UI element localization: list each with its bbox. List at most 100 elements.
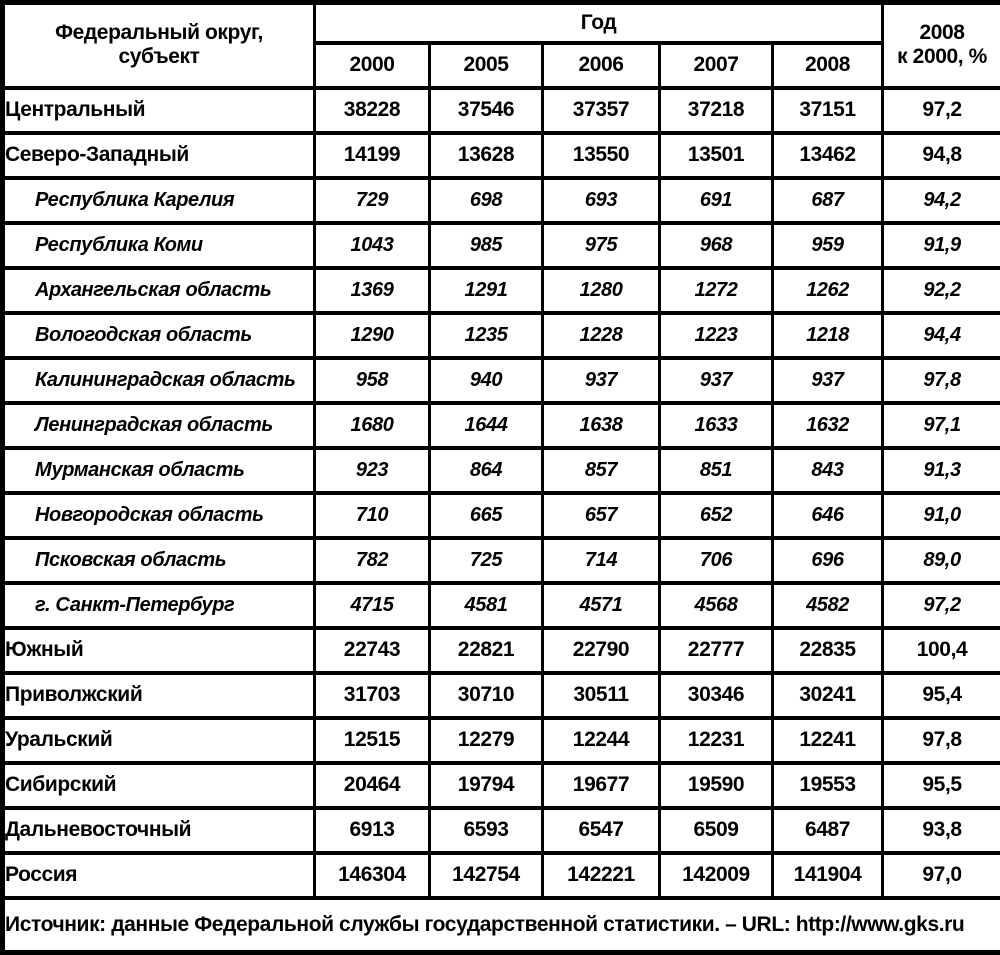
ratio-cell: 97,1 [883, 403, 1000, 448]
table-row: Архангельская область 1369 1291 1280 127… [3, 268, 1000, 313]
value-cell: 14199 [315, 133, 430, 178]
value-cell: 782 [315, 538, 430, 583]
region-name-cell: Архангельская область [3, 268, 315, 313]
value-cell: 22743 [315, 628, 430, 673]
table-row: Уральский 12515 12279 12244 12231 12241 … [3, 718, 1000, 763]
value-cell: 1218 [773, 313, 883, 358]
value-cell: 12241 [773, 718, 883, 763]
value-cell: 937 [543, 358, 660, 403]
region-name-cell: Северо-Западный [3, 133, 315, 178]
ratio-cell: 100,4 [883, 628, 1000, 673]
ratio-cell: 97,2 [883, 88, 1000, 133]
value-cell: 37151 [773, 88, 883, 133]
region-name-cell: Центральный [3, 88, 315, 133]
value-cell: 13501 [660, 133, 773, 178]
table-row: Приволжский 31703 30710 30511 30346 3024… [3, 673, 1000, 718]
value-cell: 940 [430, 358, 543, 403]
value-cell: 985 [430, 223, 543, 268]
value-cell: 1291 [430, 268, 543, 313]
value-cell: 30346 [660, 673, 773, 718]
value-cell: 646 [773, 493, 883, 538]
region-header-line2: субъект [5, 45, 313, 69]
region-name-cell: Калининградская область [3, 358, 315, 403]
value-cell: 22835 [773, 628, 883, 673]
ratio-cell: 94,2 [883, 178, 1000, 223]
table-row: Сибирский 20464 19794 19677 19590 19553 … [3, 763, 1000, 808]
year-header-2000: 2000 [315, 43, 430, 88]
value-cell: 13550 [543, 133, 660, 178]
value-cell: 729 [315, 178, 430, 223]
value-cell: 1632 [773, 403, 883, 448]
value-cell: 1369 [315, 268, 430, 313]
year-header-2006: 2006 [543, 43, 660, 88]
value-cell: 146304 [315, 853, 430, 898]
value-cell: 4568 [660, 583, 773, 628]
value-cell: 6487 [773, 808, 883, 853]
ratio-cell: 91,9 [883, 223, 1000, 268]
value-cell: 142754 [430, 853, 543, 898]
value-cell: 4582 [773, 583, 883, 628]
ratio-header-line2: к 2000, % [884, 45, 1000, 69]
table-row: г. Санкт-Петербург 4715 4581 4571 4568 4… [3, 583, 1000, 628]
value-cell: 20464 [315, 763, 430, 808]
year-header-2008: 2008 [773, 43, 883, 88]
table-row: Республика Карелия 729 698 693 691 687 9… [3, 178, 1000, 223]
table-row: Ленинградская область 1680 1644 1638 163… [3, 403, 1000, 448]
value-cell: 6593 [430, 808, 543, 853]
value-cell: 13462 [773, 133, 883, 178]
table-row: Центральный 38228 37546 37357 37218 3715… [3, 88, 1000, 133]
value-cell: 37357 [543, 88, 660, 133]
value-cell: 1235 [430, 313, 543, 358]
value-cell: 12231 [660, 718, 773, 763]
ratio-cell: 91,0 [883, 493, 1000, 538]
region-name-cell: Мурманская область [3, 448, 315, 493]
value-cell: 142009 [660, 853, 773, 898]
value-cell: 37546 [430, 88, 543, 133]
ratio-header-line1: 2008 [884, 21, 1000, 45]
value-cell: 687 [773, 178, 883, 223]
value-cell: 141904 [773, 853, 883, 898]
ratio-column-header: 2008 к 2000, % [883, 3, 1000, 88]
ratio-cell: 97,8 [883, 358, 1000, 403]
ratio-cell: 95,5 [883, 763, 1000, 808]
year-header-2005: 2005 [430, 43, 543, 88]
value-cell: 710 [315, 493, 430, 538]
value-cell: 693 [543, 178, 660, 223]
ratio-cell: 92,2 [883, 268, 1000, 313]
region-name-cell: Россия [3, 853, 315, 898]
value-cell: 1633 [660, 403, 773, 448]
table-row: Дальневосточный 6913 6593 6547 6509 6487… [3, 808, 1000, 853]
region-name-cell: Дальневосточный [3, 808, 315, 853]
value-cell: 975 [543, 223, 660, 268]
value-cell: 1290 [315, 313, 430, 358]
value-cell: 30241 [773, 673, 883, 718]
table-row: Псковская область 782 725 714 706 696 89… [3, 538, 1000, 583]
value-cell: 37218 [660, 88, 773, 133]
value-cell: 13628 [430, 133, 543, 178]
value-cell: 142221 [543, 853, 660, 898]
source-note: Источник: данные Федеральной службы госу… [3, 898, 1000, 953]
value-cell: 12279 [430, 718, 543, 763]
table-row: Республика Коми 1043 985 975 968 959 91,… [3, 223, 1000, 268]
value-cell: 1680 [315, 403, 430, 448]
region-name-cell: Псковская область [3, 538, 315, 583]
value-cell: 691 [660, 178, 773, 223]
value-cell: 22790 [543, 628, 660, 673]
value-cell: 696 [773, 538, 883, 583]
region-name-cell: Республика Коми [3, 223, 315, 268]
ratio-cell: 97,8 [883, 718, 1000, 763]
value-cell: 923 [315, 448, 430, 493]
value-cell: 6547 [543, 808, 660, 853]
value-cell: 12515 [315, 718, 430, 763]
value-cell: 19677 [543, 763, 660, 808]
value-cell: 4581 [430, 583, 543, 628]
value-cell: 6913 [315, 808, 430, 853]
value-cell: 4715 [315, 583, 430, 628]
year-group-header: Год [315, 3, 883, 43]
value-cell: 30511 [543, 673, 660, 718]
year-header-2007: 2007 [660, 43, 773, 88]
region-name-cell: Республика Карелия [3, 178, 315, 223]
table-row: Северо-Западный 14199 13628 13550 13501 … [3, 133, 1000, 178]
value-cell: 12244 [543, 718, 660, 763]
value-cell: 1272 [660, 268, 773, 313]
